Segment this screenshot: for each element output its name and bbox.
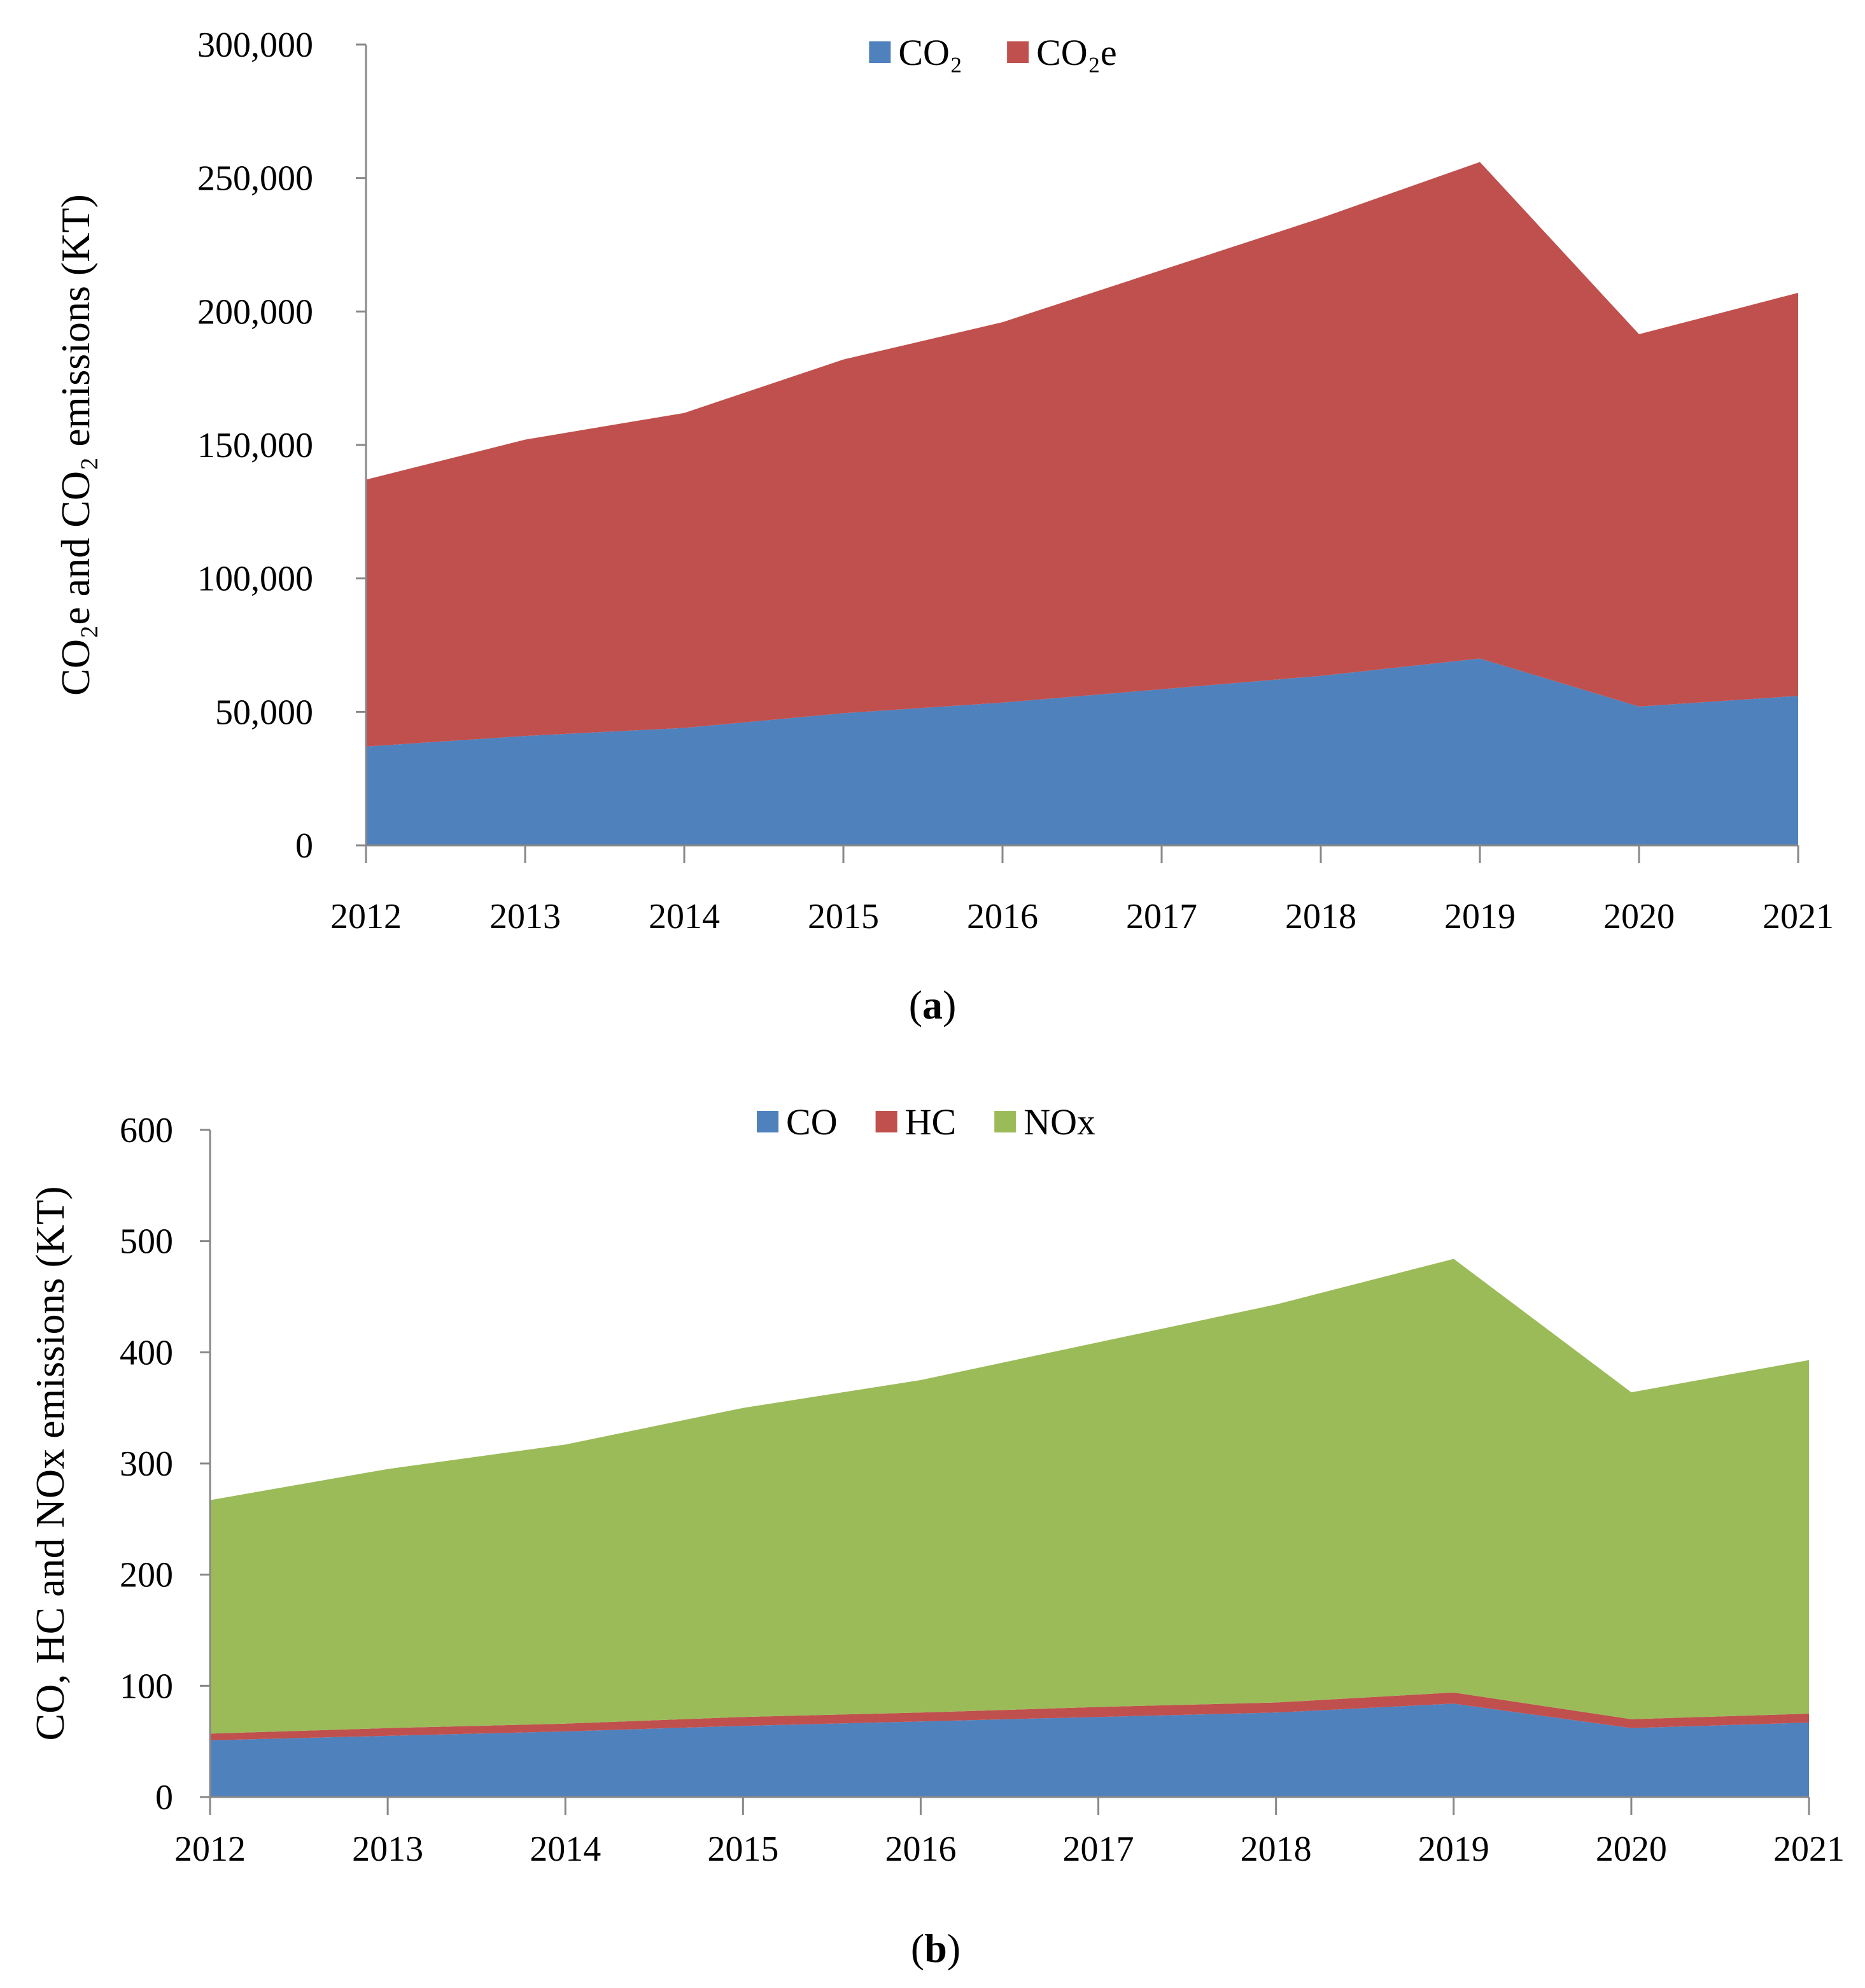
x-tick-label: 2018	[1241, 1829, 1312, 1869]
y-tick-label: 0	[295, 826, 313, 866]
legend-label: CO	[786, 1101, 838, 1143]
legend-a: CO₂ CO₂e	[869, 32, 1117, 73]
x-tick-label: 2021	[1773, 1829, 1845, 1869]
y-tick-label: 500	[120, 1222, 173, 1262]
legend-swatch	[1007, 41, 1029, 63]
y-tick-label: 300,000	[197, 25, 313, 65]
y-tick-label: 250,000	[197, 159, 313, 199]
area-co-b	[210, 1703, 1809, 1797]
x-tick-label: 2019	[1444, 897, 1516, 936]
legend-swatch	[869, 41, 891, 63]
y-ticks-a: 0 50,000 100,000 150,000 200,000 250,000 300,0…	[197, 25, 366, 866]
y-tick-label: 100	[120, 1667, 173, 1706]
area-layer-b	[210, 1258, 1809, 1797]
x-tick-label: 2020	[1596, 1829, 1667, 1869]
x-tick-label: 2012	[330, 897, 402, 936]
y-tick-label: 200,000	[197, 292, 313, 332]
legend-swatch	[757, 1111, 779, 1132]
legend-label: HC	[905, 1101, 957, 1143]
y-tick-label: 50,000	[215, 693, 313, 732]
area-co-a	[366, 658, 1798, 845]
chart-panel-b: 0 100 200 300 400 500 600 2012 2013 2014 2015 2016…	[27, 1101, 1845, 1971]
legend-label: NOx	[1024, 1101, 1095, 1143]
x-tick-label: 2021	[1763, 897, 1834, 936]
x-tick-label: 2015	[808, 897, 879, 936]
x-ticks-a: 2012 2013 2014 2015 2016 2017 2018 2019 2020 2021	[330, 845, 1834, 936]
area-layer-a	[366, 162, 1798, 845]
y-ticks-b: 0 100 200 300 400 500 600	[120, 1111, 210, 1817]
x-ticks-b: 2012 2013 2014 2015 2016 2017 2018 2019 2020 2021	[174, 1797, 1845, 1869]
x-tick-label: 2017	[1063, 1829, 1134, 1869]
y-tick-label: 400	[120, 1333, 173, 1372]
x-tick-label: 2017	[1126, 897, 1197, 936]
x-tick-label: 2018	[1285, 897, 1356, 936]
y-axis-title-a: CO₂e and CO₂ emissions (KT)	[53, 194, 98, 696]
y-tick-label: 100,000	[197, 560, 313, 599]
legend-b: CO HC NOx	[757, 1101, 1095, 1143]
legend-label: CO₂	[898, 32, 962, 73]
x-tick-label: 2016	[885, 1829, 956, 1869]
y-axis-title-b: CO, HC and NOx emissions (KT)	[27, 1186, 73, 1740]
panel-label-b: (b)	[911, 1926, 961, 1971]
y-tick-label: 600	[120, 1111, 173, 1150]
chart-panel-a: 0 50,000 100,000 150,000 200,000 250,000 300,0…	[53, 25, 1834, 1027]
x-tick-label: 2016	[967, 897, 1038, 936]
y-tick-label: 300	[120, 1444, 173, 1484]
legend-label: CO₂e	[1036, 32, 1117, 73]
legend-swatch	[875, 1111, 897, 1132]
x-tick-label: 2013	[352, 1829, 423, 1869]
x-tick-label: 2015	[707, 1829, 778, 1869]
legend-swatch	[994, 1111, 1017, 1132]
x-tick-label: 2014	[530, 1829, 601, 1869]
y-tick-label: 200	[120, 1556, 173, 1595]
area-nox-b	[210, 1258, 1809, 1734]
y-tick-label: 150,000	[197, 426, 313, 465]
x-tick-label: 2020	[1603, 897, 1675, 936]
area-coe-a	[366, 162, 1798, 747]
x-tick-label: 2019	[1418, 1829, 1489, 1869]
x-tick-label: 2014	[649, 897, 720, 936]
x-tick-label: 2013	[489, 897, 561, 936]
panel-label-a: (a)	[909, 982, 957, 1027]
area-hc-b	[210, 1692, 1809, 1740]
x-tick-label: 2012	[174, 1829, 246, 1869]
y-tick-label: 0	[155, 1778, 173, 1817]
